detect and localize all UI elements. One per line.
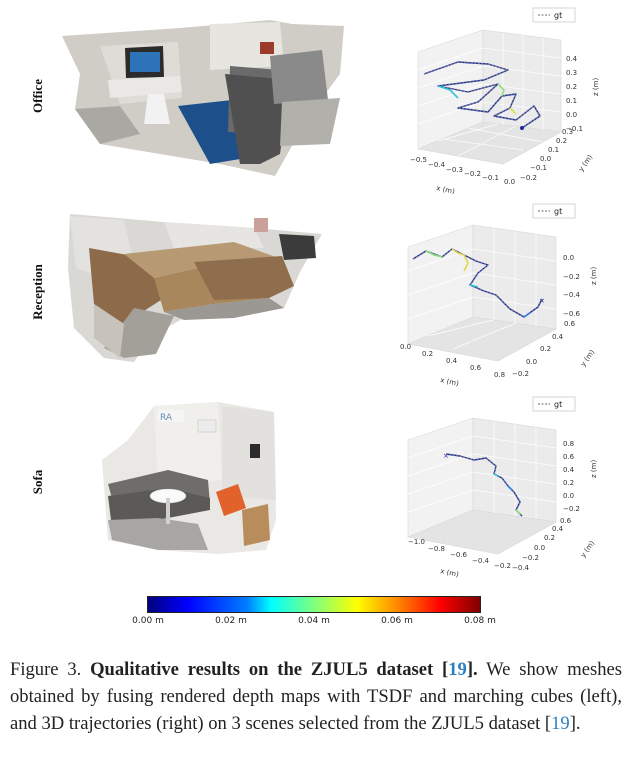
- svg-text:y (m): y (m): [579, 539, 596, 559]
- svg-text:0.2: 0.2: [544, 534, 555, 542]
- svg-text:0.0: 0.0: [504, 178, 515, 186]
- citation-link[interactable]: 19: [448, 659, 467, 680]
- colorbar-tick-1: 0.02 m: [215, 616, 247, 626]
- svg-text:×: ×: [539, 297, 545, 305]
- svg-text:0.6: 0.6: [564, 320, 576, 328]
- svg-text:0.3: 0.3: [562, 128, 573, 136]
- svg-text:0.0: 0.0: [534, 544, 545, 552]
- svg-text:0.0: 0.0: [563, 492, 574, 500]
- svg-text:0.2: 0.2: [556, 137, 567, 145]
- svg-text:−0.8: −0.8: [428, 545, 445, 553]
- svg-text:−0.3: −0.3: [446, 166, 463, 174]
- svg-text:RA: RA: [160, 413, 173, 423]
- svg-text:0.6: 0.6: [470, 364, 482, 372]
- svg-text:0.0: 0.0: [526, 358, 537, 366]
- svg-text:x (m): x (m): [440, 376, 460, 388]
- svg-text:0.8: 0.8: [563, 440, 574, 448]
- svg-text:gt: gt: [554, 207, 562, 216]
- svg-text:0.2: 0.2: [540, 345, 551, 353]
- svg-text:−0.4: −0.4: [512, 564, 530, 572]
- svg-text:−0.6: −0.6: [450, 551, 468, 559]
- svg-text:−0.5: −0.5: [410, 156, 427, 164]
- svg-text:0.2: 0.2: [563, 479, 574, 487]
- svg-text:−0.4: −0.4: [563, 291, 581, 299]
- sofa-mesh-image: RA: [98, 400, 288, 556]
- svg-text:0.0: 0.0: [563, 254, 574, 262]
- svg-text:gt: gt: [554, 11, 562, 20]
- svg-text:−0.2: −0.2: [520, 174, 537, 182]
- svg-text:0.0: 0.0: [540, 155, 551, 163]
- svg-text:−0.2: −0.2: [464, 170, 481, 178]
- svg-text:0.6: 0.6: [563, 453, 575, 461]
- office-trajectory-plot: gt 0.4 0.3 0.2 0.1 0.0 −0.1 z (m): [398, 4, 623, 196]
- colorbar-tick-2: 0.04 m: [298, 616, 330, 626]
- svg-text:0.4: 0.4: [552, 333, 564, 341]
- svg-text:0.1: 0.1: [548, 146, 559, 154]
- svg-text:y (m): y (m): [577, 153, 594, 173]
- plot-legend: gt: [532, 396, 576, 412]
- svg-text:−0.2: −0.2: [494, 562, 511, 570]
- svg-text:0.4: 0.4: [563, 466, 575, 474]
- caption-body: We show meshes obtained by fusing render…: [10, 659, 623, 734]
- svg-text:z (m): z (m): [592, 78, 600, 96]
- svg-text:0.4: 0.4: [552, 525, 564, 533]
- svg-text:y (m): y (m): [579, 348, 596, 368]
- row-label-reception: Reception: [30, 264, 45, 320]
- svg-text:0.2: 0.2: [422, 350, 433, 358]
- svg-text:x (m): x (m): [440, 567, 460, 579]
- caption-bold-title: Qualitative results on the ZJUL5 dataset…: [90, 659, 478, 680]
- svg-text:0.1: 0.1: [566, 97, 577, 105]
- caption-prefix: Figure 3.: [10, 659, 82, 680]
- svg-text:0.6: 0.6: [560, 517, 572, 525]
- error-colorbar: [147, 596, 481, 613]
- svg-text:0.8: 0.8: [494, 371, 505, 379]
- reception-trajectory-plot: gt × 0.0 −0.2 −0.4 −0.6 z (m) 0.0 0.2 0.…: [398, 199, 623, 389]
- svg-text:−1.0: −1.0: [408, 538, 425, 546]
- svg-text:−0.2: −0.2: [512, 370, 529, 378]
- svg-text:−0.2: −0.2: [522, 554, 539, 562]
- citation-link[interactable]: 19: [551, 713, 570, 734]
- svg-text:0.4: 0.4: [566, 55, 578, 63]
- svg-text:0.2: 0.2: [566, 83, 577, 91]
- row-label-office: Office: [30, 79, 45, 113]
- svg-text:−0.2: −0.2: [563, 273, 580, 281]
- svg-text:0.0: 0.0: [400, 343, 411, 351]
- sofa-trajectory-plot: gt × 0.8 0.6 0.4 0.2 0.0 −0.2 z (m) −1.0…: [398, 392, 623, 582]
- svg-text:−0.1: −0.1: [530, 164, 547, 172]
- svg-text:0.3: 0.3: [566, 69, 577, 77]
- colorbar-tick-0: 0.00 m: [132, 616, 164, 626]
- plot-legend: gt: [532, 7, 576, 23]
- figure-caption: Figure 3. Qualitative results on the ZJU…: [10, 659, 623, 734]
- colorbar-tick-3: 0.06 m: [381, 616, 413, 626]
- svg-text:−0.4: −0.4: [472, 557, 490, 565]
- svg-text:0.4: 0.4: [446, 357, 458, 365]
- svg-text:0.0: 0.0: [566, 111, 577, 119]
- reception-mesh-image: [64, 208, 332, 364]
- colorbar-tick-4: 0.08 m: [464, 616, 496, 626]
- row-label-sofa: Sofa: [30, 469, 45, 495]
- svg-text:×: ×: [443, 452, 449, 460]
- svg-text:−0.4: −0.4: [428, 161, 446, 169]
- svg-text:x (m): x (m): [436, 184, 456, 194]
- svg-text:z (m): z (m): [590, 267, 598, 285]
- svg-text:−0.1: −0.1: [566, 125, 583, 133]
- svg-text:gt: gt: [554, 400, 562, 409]
- svg-text:z (m): z (m): [590, 460, 598, 478]
- office-mesh-image: [60, 14, 345, 184]
- svg-text:−0.6: −0.6: [563, 310, 581, 318]
- svg-text:−0.1: −0.1: [482, 174, 499, 182]
- svg-text:−0.2: −0.2: [563, 505, 580, 513]
- plot-legend: gt: [532, 203, 576, 219]
